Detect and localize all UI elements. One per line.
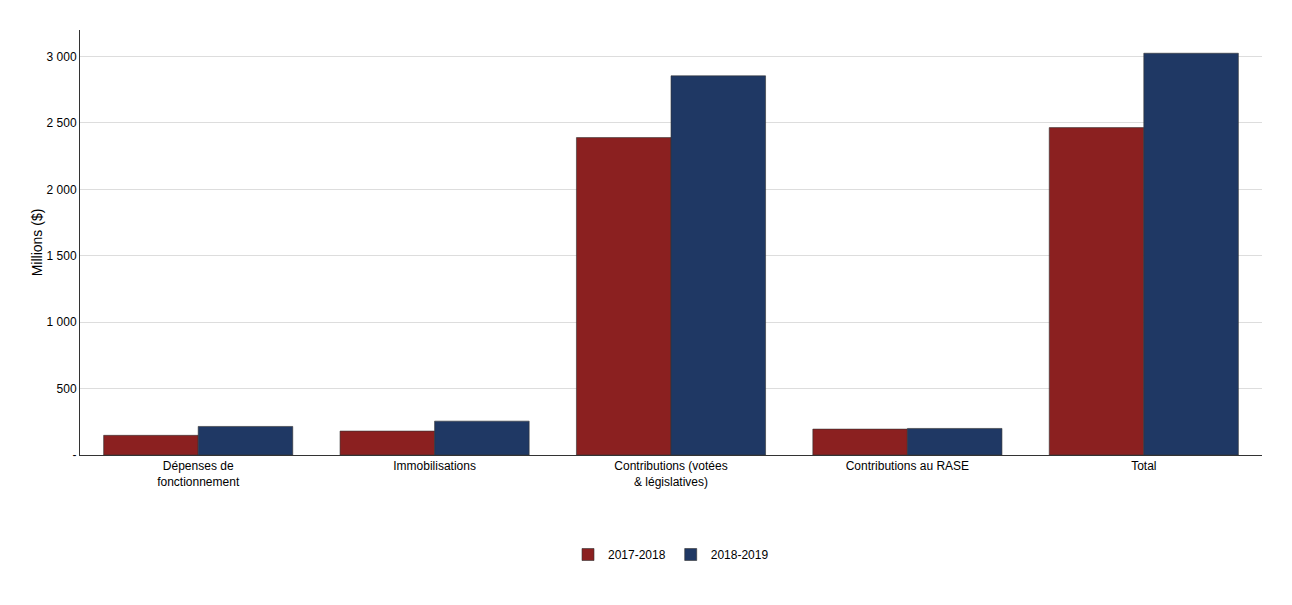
svg-text:2 500: 2 500 [47,116,77,130]
svg-text:Contributions (votées& législa: Contributions (votées& législatives) [614,459,727,489]
svg-text:1 500: 1 500 [47,249,77,263]
svg-text:Millions ($): Millions ($) [29,209,45,277]
svg-text:-: - [73,448,77,462]
svg-text:Total: Total [1131,459,1156,473]
svg-text:2017-2018: 2017-2018 [608,548,666,562]
svg-text:2 000: 2 000 [47,183,77,197]
svg-text:3 000: 3 000 [47,50,77,64]
svg-text:500: 500 [57,382,77,396]
svg-text:Immobilisations: Immobilisations [393,459,476,473]
svg-text:Contributions au RASE: Contributions au RASE [846,459,969,473]
svg-text:2018-2019: 2018-2019 [711,548,769,562]
svg-text:1 000: 1 000 [47,315,77,329]
svg-text:Dépenses defonctionnement: Dépenses defonctionnement [157,459,240,489]
